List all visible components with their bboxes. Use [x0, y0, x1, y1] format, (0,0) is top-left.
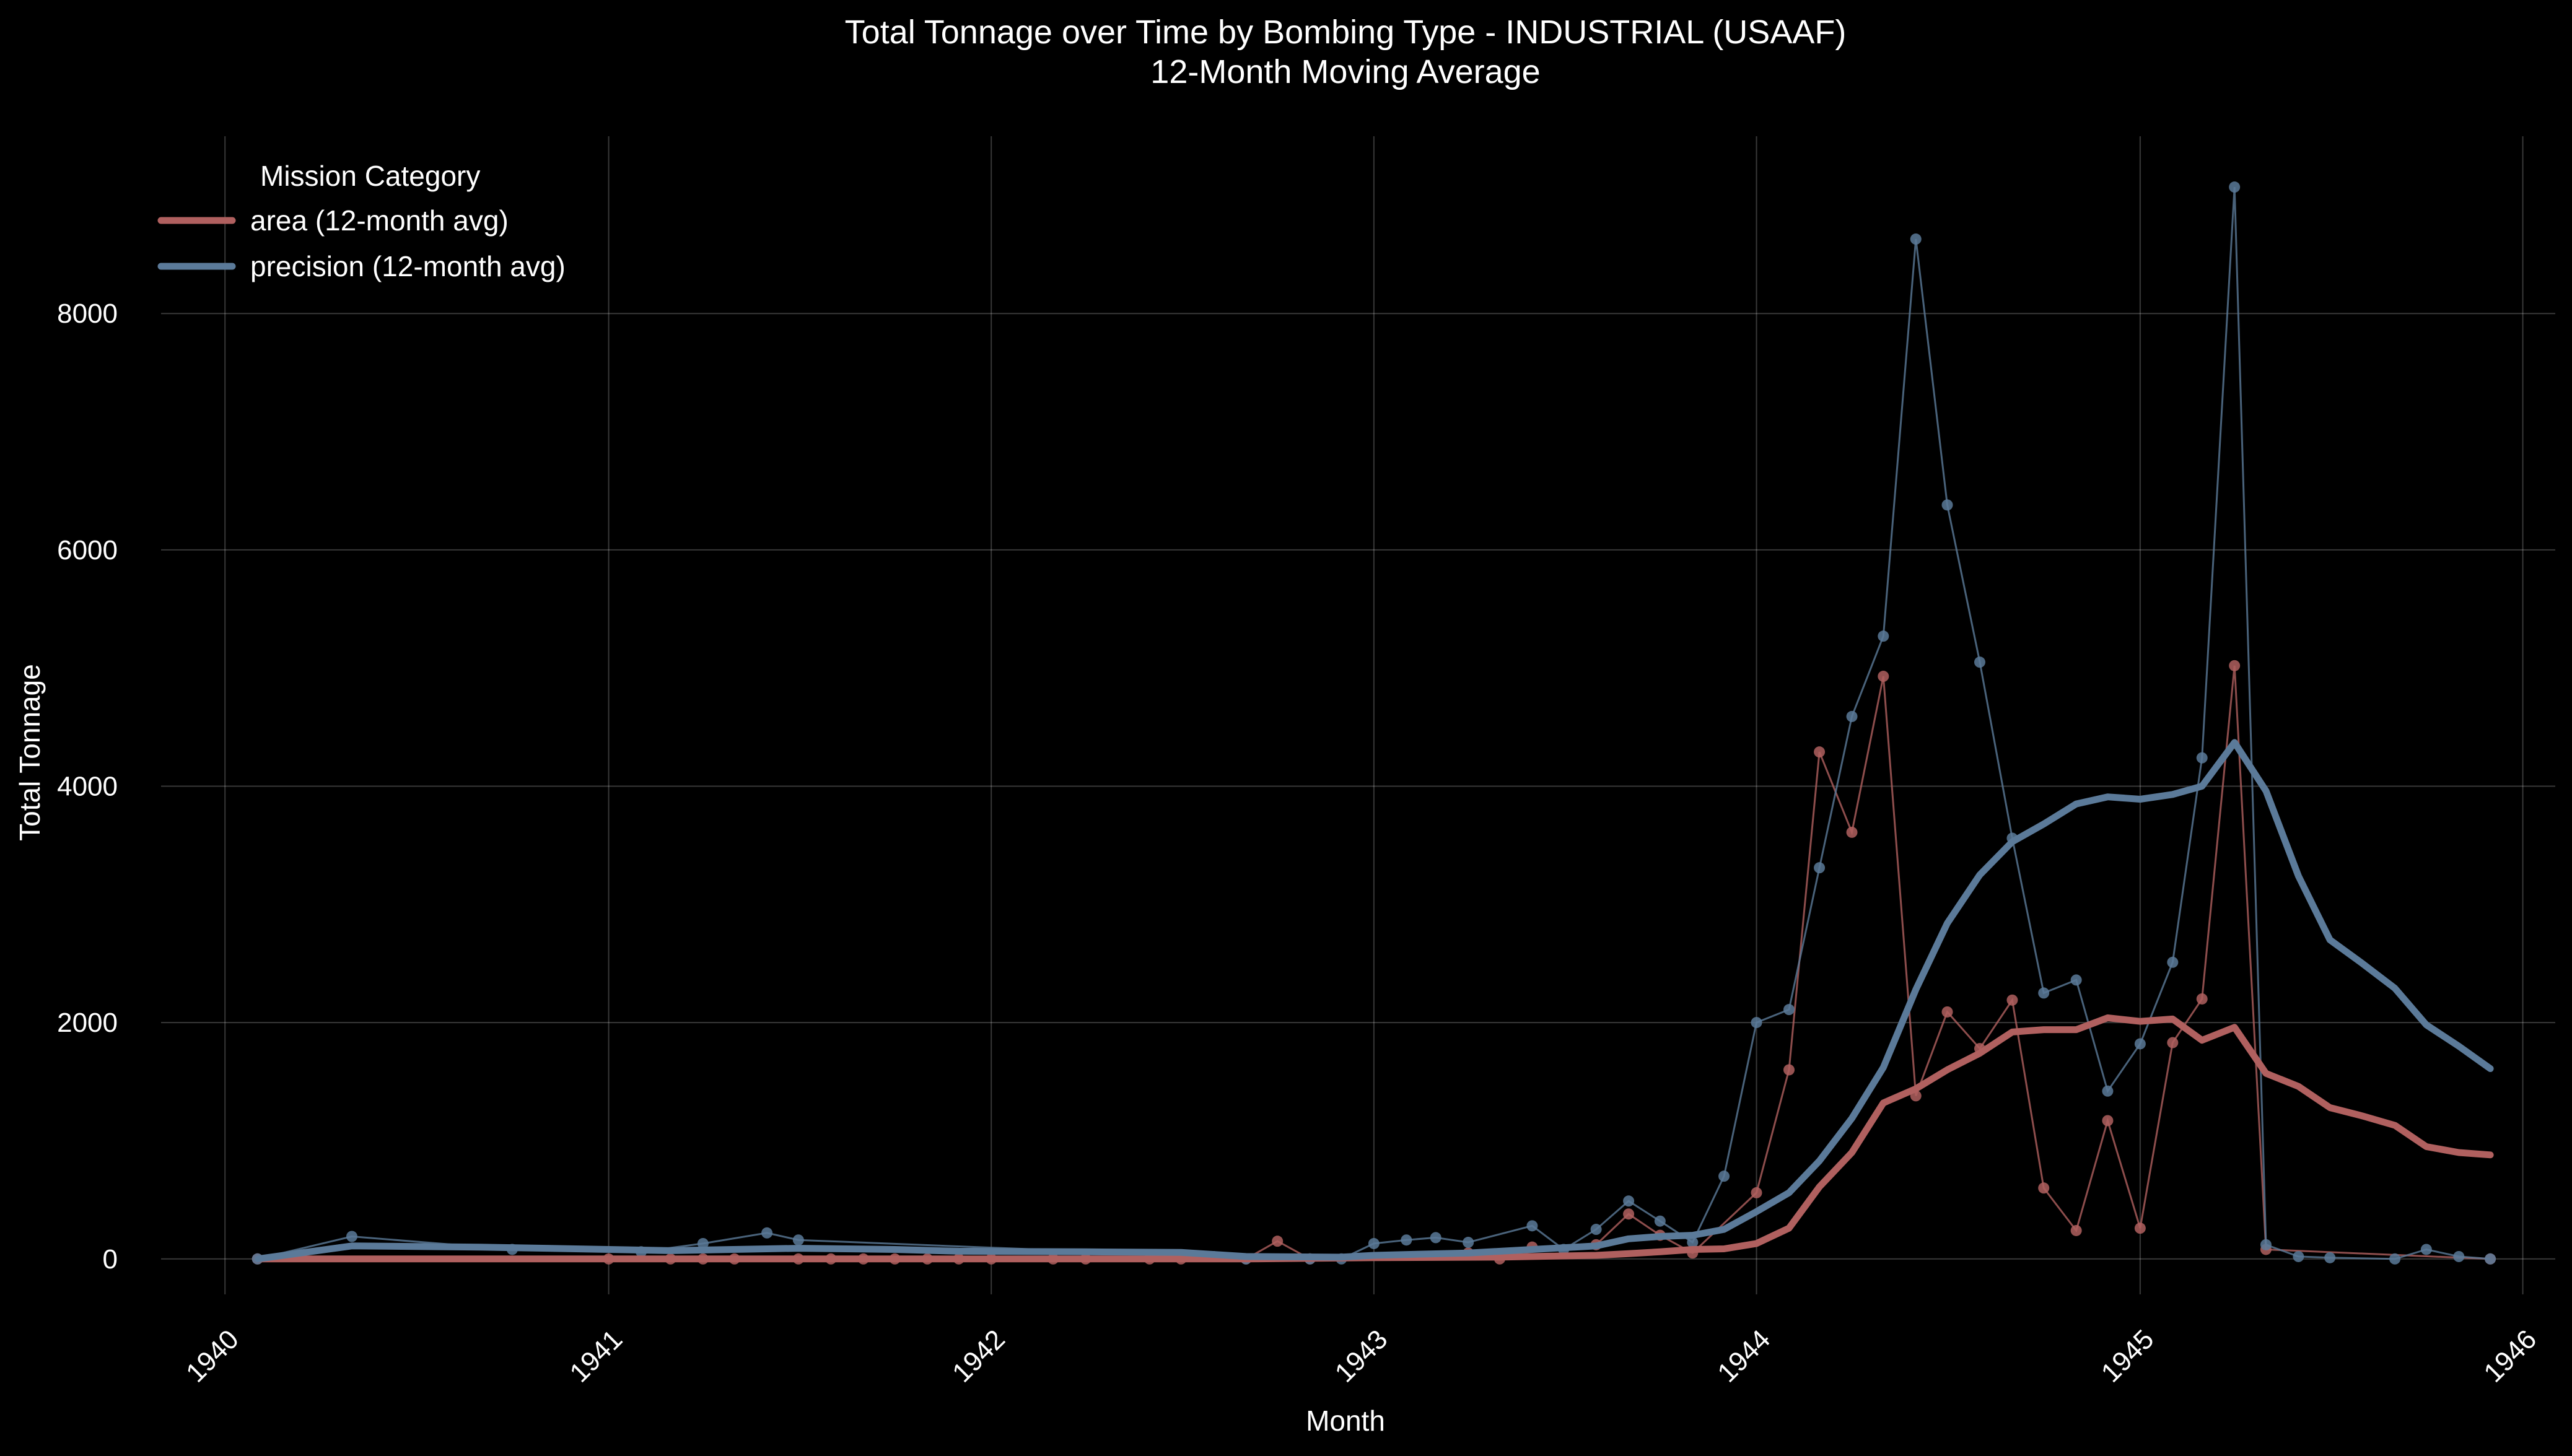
grid-lines: [161, 136, 2555, 1294]
y-tick-label: 2000: [57, 1008, 118, 1038]
precision-monthly-point: [1687, 1237, 1699, 1249]
area-monthly-point: [2006, 994, 2018, 1006]
y-tick-label: 6000: [57, 535, 118, 565]
chart-subtitle: 12-Month Moving Average: [1150, 53, 1540, 90]
precision-monthly-point: [2196, 752, 2208, 764]
chart-title: Total Tonnage over Time by Bombing Type …: [845, 14, 1847, 51]
precision-monthly-point: [1910, 233, 1922, 245]
precision-monthly-point: [1846, 710, 1858, 722]
area-monthly-point: [1751, 1187, 1762, 1198]
precision-monthly-point: [2293, 1250, 2304, 1262]
area-monthly-point: [2134, 1223, 2146, 1234]
legend: Mission Category area (12-month avg) pre…: [157, 160, 566, 282]
precision-monthly-point: [2453, 1250, 2465, 1262]
precision-monthly-point: [1878, 630, 1889, 642]
precision-monthly-point: [2420, 1244, 2432, 1255]
precision-monthly-point: [2260, 1239, 2272, 1250]
precision-monthly-point: [1623, 1195, 1635, 1207]
y-tick-labels: 0 2000 4000 6000 8000: [57, 299, 118, 1275]
precision-monthly-point: [2134, 1038, 2146, 1050]
precision-monthly-point: [1401, 1234, 1412, 1246]
precision-monthly-point: [1941, 499, 1953, 511]
precision-monthly-point: [2167, 956, 2179, 968]
precision-monthly-point: [1526, 1220, 1538, 1232]
x-axis-label: Month: [1306, 1405, 1385, 1437]
area-monthly-point: [2102, 1115, 2114, 1127]
series-layer: [252, 181, 2496, 1265]
precision-monthly-point: [1718, 1170, 1730, 1182]
precision-moving-average-line: [254, 739, 2494, 1263]
area-monthly-point: [2196, 993, 2208, 1005]
y-tick-label: 4000: [57, 771, 118, 801]
precision-monthly-point: [761, 1227, 773, 1239]
area-monthly-point: [1783, 1064, 1795, 1076]
y-axis-label: Total Tonnage: [14, 664, 46, 841]
precision-monthly-point: [2038, 987, 2050, 999]
precision-monthly-point: [1974, 656, 1985, 668]
precision-monthly-point: [2102, 1085, 2114, 1097]
area-monthly-point: [2038, 1182, 2050, 1194]
area-monthly-point: [2167, 1037, 2179, 1048]
precision-monthly-point: [1751, 1017, 1762, 1029]
precision-monthly-point: [1368, 1237, 1380, 1249]
precision-monthly-point: [697, 1237, 709, 1249]
area-monthly-point: [1272, 1236, 1284, 1247]
precision-monthly-point: [2070, 974, 2082, 986]
legend-label-precision: precision (12-month avg): [250, 250, 566, 282]
precision-monthly-point: [1814, 862, 1826, 874]
precision-monthly-point: [2389, 1253, 2401, 1265]
precision-monthly-point: [1783, 1004, 1795, 1016]
precision-monthly-point: [346, 1231, 357, 1242]
y-tick-label: 8000: [57, 299, 118, 329]
precision-monthly-point: [2229, 181, 2241, 193]
area-monthly-point: [1941, 1006, 1953, 1018]
precision-monthly-point: [2324, 1252, 2336, 1263]
area-monthly-point: [1846, 826, 1858, 838]
precision-monthly-point: [2485, 1253, 2496, 1265]
precision-monthly-point: [1654, 1215, 1666, 1227]
precision-monthly-point: [1590, 1224, 1602, 1236]
y-tick-label: 0: [103, 1244, 118, 1275]
precision-monthly-point: [1463, 1237, 1474, 1249]
area-monthly-point: [2070, 1224, 2082, 1236]
precision-monthly-point: [792, 1234, 804, 1246]
area-monthly-point: [1623, 1208, 1635, 1220]
legend-title: Mission Category: [260, 160, 480, 192]
area-monthly-point: [1878, 671, 1889, 682]
area-monthly-point: [1814, 746, 1826, 758]
area-moving-average-line: [254, 1014, 2494, 1263]
legend-label-area: area (12-month avg): [250, 204, 509, 237]
area-monthly-point: [2229, 660, 2241, 671]
precision-monthly-point: [1430, 1232, 1441, 1244]
